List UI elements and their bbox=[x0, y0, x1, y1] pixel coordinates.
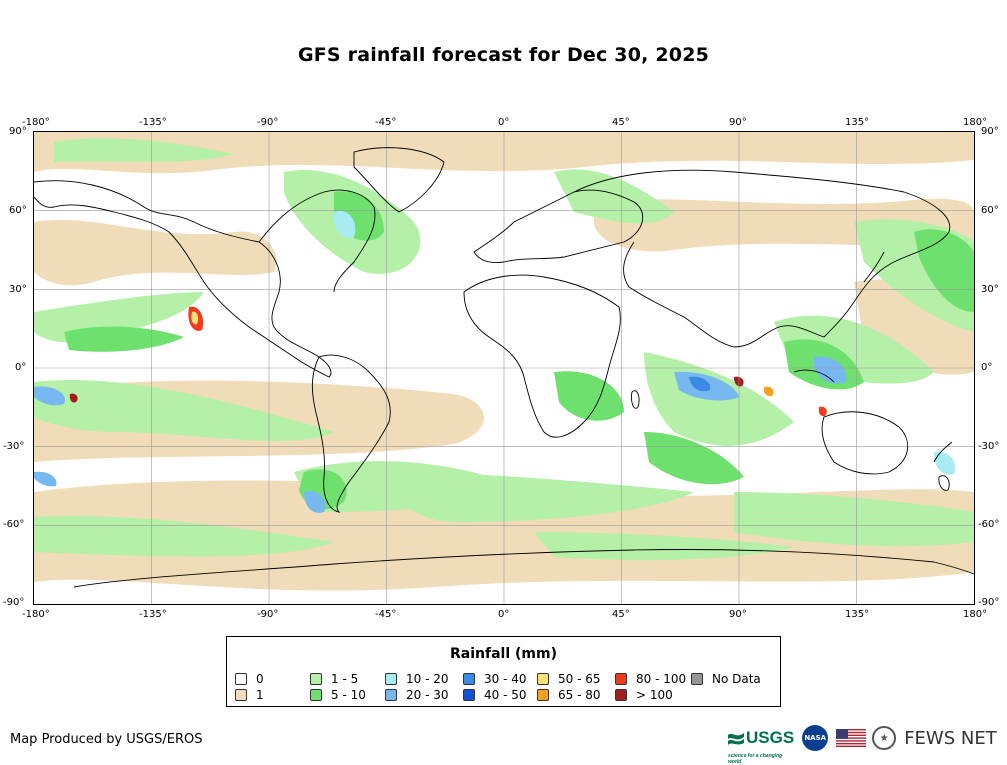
lon-label: -45° bbox=[375, 609, 397, 620]
us-flag-icon bbox=[836, 729, 867, 747]
lat-label: -90° bbox=[3, 597, 25, 608]
legend-item: 30 - 40 bbox=[463, 672, 527, 686]
legend-item: 50 - 65 bbox=[537, 672, 601, 686]
map-canvas bbox=[34, 132, 974, 604]
lat-label: 60° bbox=[981, 205, 999, 216]
lon-label: 90° bbox=[729, 117, 747, 128]
rain-layer-10-40mm bbox=[34, 211, 956, 513]
graticule bbox=[34, 132, 974, 604]
lat-label: 60° bbox=[9, 205, 27, 216]
legend-label: 30 - 40 bbox=[484, 672, 527, 686]
lat-label: -30° bbox=[978, 441, 1000, 452]
lon-label: 45° bbox=[612, 609, 630, 620]
lon-label: 0° bbox=[498, 117, 510, 128]
nasa-logo[interactable]: NASA bbox=[802, 725, 829, 751]
legend-item: 65 - 80 bbox=[537, 688, 601, 702]
lon-label: 135° bbox=[845, 609, 870, 620]
nasa-text: NASA bbox=[804, 734, 827, 742]
legend-swatch bbox=[235, 689, 247, 701]
lat-label: -60° bbox=[3, 519, 25, 530]
rainfall-map[interactable] bbox=[33, 131, 975, 605]
rainfall-legend: Rainfall (mm) 0 1 1 - 5 5 - 10 10 - 20 2… bbox=[226, 636, 781, 707]
lat-label: 90° bbox=[9, 126, 27, 137]
map-credit: Map Produced by USGS/EROS bbox=[10, 732, 203, 747]
legend-item: 20 - 30 bbox=[385, 688, 449, 702]
lat-label: 90° bbox=[981, 126, 999, 137]
legend-swatch bbox=[463, 673, 475, 685]
lon-label: -90° bbox=[257, 117, 279, 128]
lon-label: -135° bbox=[139, 117, 167, 128]
legend-item: 1 - 5 bbox=[310, 672, 358, 686]
partner-logos: USGS science for a changing world NASA ★… bbox=[728, 722, 997, 765]
legend-label: > 100 bbox=[636, 688, 673, 702]
legend-label: 10 - 20 bbox=[406, 672, 449, 686]
usgs-text: USGS bbox=[746, 728, 795, 747]
rain-layer-heavy bbox=[69, 306, 827, 417]
legend-swatch bbox=[385, 689, 397, 701]
usgs-wave-icon bbox=[728, 733, 744, 745]
legend-item: 40 - 50 bbox=[463, 688, 527, 702]
lat-label: -30° bbox=[3, 441, 25, 452]
lon-label: 180° bbox=[963, 117, 988, 128]
lat-label: -60° bbox=[978, 519, 1000, 530]
legend-swatch bbox=[463, 689, 475, 701]
lon-label: -90° bbox=[257, 609, 279, 620]
lat-label: -90° bbox=[978, 597, 1000, 608]
lon-label: 45° bbox=[612, 117, 630, 128]
legend-label: No Data bbox=[712, 672, 761, 686]
legend-item: > 100 bbox=[615, 688, 673, 702]
lon-label: 180° bbox=[963, 609, 988, 620]
legend-label: 40 - 50 bbox=[484, 688, 527, 702]
lon-label: 0° bbox=[498, 609, 510, 620]
legend-swatch bbox=[310, 689, 322, 701]
legend-label: 5 - 10 bbox=[331, 688, 366, 702]
legend-swatch bbox=[385, 673, 397, 685]
lat-label: 0° bbox=[15, 362, 27, 373]
state-department-seal-icon: ★ bbox=[872, 726, 897, 750]
legend-item: 5 - 10 bbox=[310, 688, 366, 702]
legend-label: 80 - 100 bbox=[636, 672, 687, 686]
lat-label: 0° bbox=[981, 362, 993, 373]
fews-net-logo[interactable]: FEWS NET bbox=[904, 727, 997, 749]
legend-item: 80 - 100 bbox=[615, 672, 686, 686]
map-title: GFS rainfall forecast for Dec 30, 2025 bbox=[297, 44, 710, 66]
usgs-tagline: science for a changing world bbox=[728, 753, 783, 765]
legend-item: 0 bbox=[235, 672, 264, 686]
legend-swatch bbox=[615, 689, 627, 701]
legend-title: Rainfall (mm) bbox=[450, 646, 557, 662]
lon-label: 135° bbox=[845, 117, 870, 128]
lon-label: -135° bbox=[139, 609, 167, 620]
legend-swatch bbox=[310, 673, 322, 685]
legend-item: 10 - 20 bbox=[385, 672, 449, 686]
legend-swatch bbox=[537, 673, 549, 685]
legend-item: 1 bbox=[235, 688, 264, 702]
legend-swatch bbox=[615, 673, 627, 685]
lon-label: -180° bbox=[22, 609, 50, 620]
lon-label: 90° bbox=[729, 609, 747, 620]
usgs-logo[interactable]: USGS science for a changing world bbox=[728, 728, 795, 765]
legend-swatch bbox=[691, 673, 703, 685]
lon-label: -45° bbox=[375, 117, 397, 128]
legend-label: 20 - 30 bbox=[406, 688, 449, 702]
legend-swatch bbox=[537, 689, 549, 701]
legend-label: 50 - 65 bbox=[558, 672, 601, 686]
legend-label: 1 - 5 bbox=[331, 672, 359, 686]
legend-label: 1 bbox=[256, 688, 264, 702]
lat-label: 30° bbox=[981, 284, 999, 295]
lon-label: -180° bbox=[22, 117, 50, 128]
lat-label: 30° bbox=[9, 284, 27, 295]
legend-item: No Data bbox=[691, 672, 761, 686]
coastlines bbox=[34, 147, 974, 588]
legend-swatch bbox=[235, 673, 247, 685]
legend-label: 0 bbox=[256, 672, 264, 686]
legend-label: 65 - 80 bbox=[558, 688, 601, 702]
